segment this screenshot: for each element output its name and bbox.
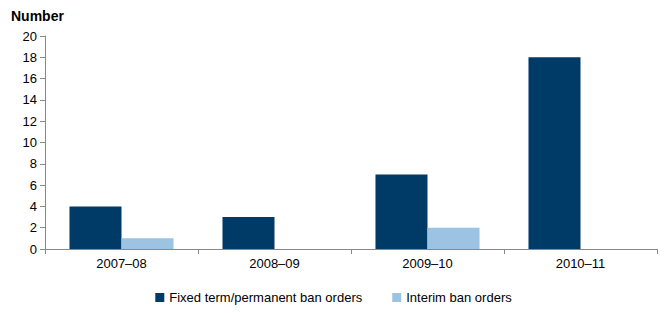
svg-text:2010–11: 2010–11	[556, 256, 606, 271]
svg-text:2009–10: 2009–10	[402, 256, 453, 271]
svg-text:2007–08: 2007–08	[96, 256, 147, 271]
svg-text:6: 6	[30, 178, 37, 193]
svg-text:Fixed term/permanent ban order: Fixed term/permanent ban orders	[169, 290, 362, 305]
svg-text:18: 18	[23, 50, 37, 65]
svg-text:20: 20	[23, 29, 37, 44]
svg-text:0: 0	[30, 242, 37, 257]
svg-text:12: 12	[23, 114, 37, 129]
svg-text:Number: Number	[11, 8, 64, 24]
svg-text:14: 14	[23, 92, 37, 107]
svg-text:16: 16	[23, 71, 37, 86]
svg-text:2008–09: 2008–09	[249, 256, 300, 271]
svg-text:10: 10	[23, 135, 37, 150]
svg-text:2: 2	[30, 220, 37, 235]
svg-text:8: 8	[30, 156, 37, 171]
svg-text:4: 4	[30, 199, 37, 214]
svg-text:Interim ban orders: Interim ban orders	[406, 290, 512, 305]
